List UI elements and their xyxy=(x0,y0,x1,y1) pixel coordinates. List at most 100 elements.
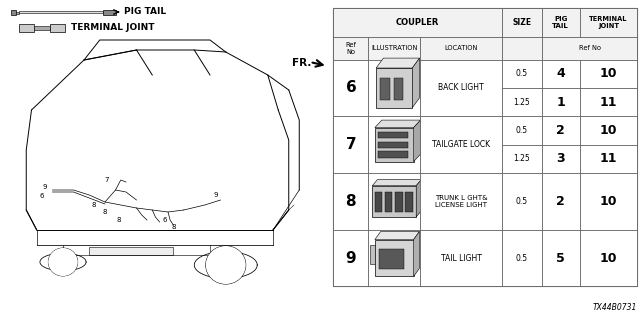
Bar xyxy=(16,12,19,13)
Bar xyxy=(379,249,404,269)
Text: PIG TAIL: PIG TAIL xyxy=(124,7,166,17)
Bar xyxy=(372,186,416,217)
Bar xyxy=(420,60,502,116)
Bar xyxy=(580,145,637,173)
Bar xyxy=(502,88,541,116)
Circle shape xyxy=(206,246,246,284)
Bar xyxy=(502,60,541,88)
Text: 10: 10 xyxy=(600,252,618,265)
Bar xyxy=(369,173,420,230)
Text: 1.25: 1.25 xyxy=(513,98,531,107)
Text: 11: 11 xyxy=(600,152,618,165)
Bar xyxy=(580,116,637,145)
Text: TERMINAL
JOINT: TERMINAL JOINT xyxy=(589,16,628,29)
Bar xyxy=(580,230,637,286)
Text: FR.: FR. xyxy=(292,58,311,68)
Text: 9: 9 xyxy=(346,251,356,266)
Bar xyxy=(420,37,502,60)
Bar xyxy=(375,192,382,212)
Text: 2: 2 xyxy=(556,124,565,137)
Text: 10: 10 xyxy=(600,124,618,137)
Text: 6: 6 xyxy=(40,193,44,199)
Bar xyxy=(370,245,375,264)
Text: PIG
TAIL: PIG TAIL xyxy=(552,16,569,29)
Text: 8: 8 xyxy=(346,194,356,209)
Bar xyxy=(378,142,408,148)
Bar xyxy=(369,37,420,60)
Bar xyxy=(333,37,369,60)
Bar xyxy=(541,88,580,116)
Bar xyxy=(89,247,173,255)
Bar xyxy=(502,8,541,37)
Polygon shape xyxy=(413,231,419,276)
Text: 6: 6 xyxy=(163,217,167,223)
Polygon shape xyxy=(376,58,420,68)
Text: 4: 4 xyxy=(556,67,565,80)
Text: 3: 3 xyxy=(556,152,565,165)
Text: Ref
No: Ref No xyxy=(346,42,356,55)
Bar xyxy=(502,37,541,60)
Text: TRUNK L GHT&
LICENSE LIGHT: TRUNK L GHT& LICENSE LIGHT xyxy=(435,195,488,208)
Bar xyxy=(381,78,390,100)
Bar xyxy=(378,151,408,157)
Bar xyxy=(394,78,403,100)
Bar xyxy=(502,116,541,145)
Bar xyxy=(19,11,103,13)
Bar xyxy=(333,230,369,286)
Bar xyxy=(502,230,541,286)
Polygon shape xyxy=(413,120,420,162)
Text: 0.5: 0.5 xyxy=(516,69,528,78)
Bar xyxy=(420,173,502,230)
Bar xyxy=(103,10,115,14)
Text: 1.25: 1.25 xyxy=(513,154,531,163)
Text: BACK LIGHT: BACK LIGHT xyxy=(438,84,484,92)
Text: 7: 7 xyxy=(105,177,109,183)
Bar xyxy=(580,88,637,116)
Bar xyxy=(395,192,403,212)
Bar xyxy=(333,60,369,116)
Bar xyxy=(541,230,580,286)
Text: TAIL LIGHT: TAIL LIGHT xyxy=(441,253,481,262)
Bar xyxy=(375,240,413,276)
Bar xyxy=(376,68,412,108)
Text: 9: 9 xyxy=(213,192,218,198)
Bar xyxy=(420,230,502,286)
Bar xyxy=(580,173,637,230)
Text: SIZE: SIZE xyxy=(513,18,531,27)
Bar xyxy=(502,145,541,173)
Polygon shape xyxy=(375,120,420,128)
Bar xyxy=(369,60,420,116)
Bar xyxy=(333,8,502,37)
Text: 0.5: 0.5 xyxy=(516,253,528,262)
Text: 1: 1 xyxy=(556,96,565,108)
Text: 9: 9 xyxy=(43,184,47,190)
Bar xyxy=(405,192,413,212)
Bar xyxy=(580,8,637,37)
Bar xyxy=(420,116,502,173)
Bar xyxy=(385,192,392,212)
Text: TAILGATE LOCK: TAILGATE LOCK xyxy=(432,140,490,149)
Text: TX44B0731: TX44B0731 xyxy=(593,303,637,312)
Text: 8: 8 xyxy=(116,217,121,223)
Text: 8: 8 xyxy=(92,202,96,208)
Bar xyxy=(541,145,580,173)
Bar xyxy=(502,173,541,230)
Bar xyxy=(375,128,413,162)
Bar xyxy=(333,116,369,173)
Bar xyxy=(369,116,420,173)
Polygon shape xyxy=(416,180,422,217)
Text: TERMINAL JOINT: TERMINAL JOINT xyxy=(72,23,155,33)
Text: 6: 6 xyxy=(346,80,356,95)
Bar xyxy=(541,173,580,230)
Bar xyxy=(10,10,16,15)
Bar xyxy=(34,26,51,30)
Bar xyxy=(333,173,369,230)
Text: LOCATION: LOCATION xyxy=(444,45,478,52)
Text: 10: 10 xyxy=(600,67,618,80)
Text: ILLUSTRATION: ILLUSTRATION xyxy=(371,45,417,52)
Text: 8: 8 xyxy=(103,209,108,215)
Bar xyxy=(369,230,420,286)
Text: Ref No: Ref No xyxy=(579,45,600,52)
Text: 8: 8 xyxy=(171,224,175,230)
Bar xyxy=(378,132,408,139)
